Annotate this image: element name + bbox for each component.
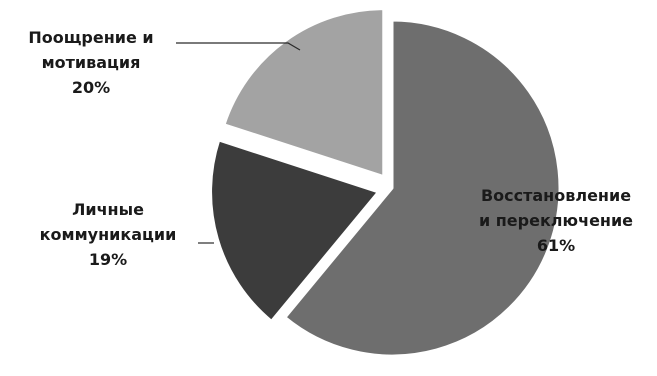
slice-value-personal: 19% [88,250,128,269]
slice-label-recovery: Восстановление и переключение 61% [458,183,654,258]
pie-slice-recovery [283,18,562,358]
slice-value-incentive: 20% [71,78,111,97]
slice-label-personal-line2: коммуникации [39,225,177,244]
pie-slice-personal [209,138,381,323]
slice-label-incentive: Поощрение и мотивация 20% [6,25,176,100]
slice-label-personal: Личные коммуникации 19% [2,197,214,272]
slice-label-incentive-line1: Поощрение и [28,28,154,47]
leader-line-incentive [176,42,301,51]
pie-slice-incentive [222,7,386,179]
slice-label-personal-line1: Личные [72,200,144,219]
slice-label-recovery-line2: и переключение [478,211,634,230]
slice-label-incentive-line2: мотивация [41,53,141,72]
slice-label-recovery-line1: Восстановление [480,186,632,205]
slice-value-recovery: 61% [536,236,576,255]
